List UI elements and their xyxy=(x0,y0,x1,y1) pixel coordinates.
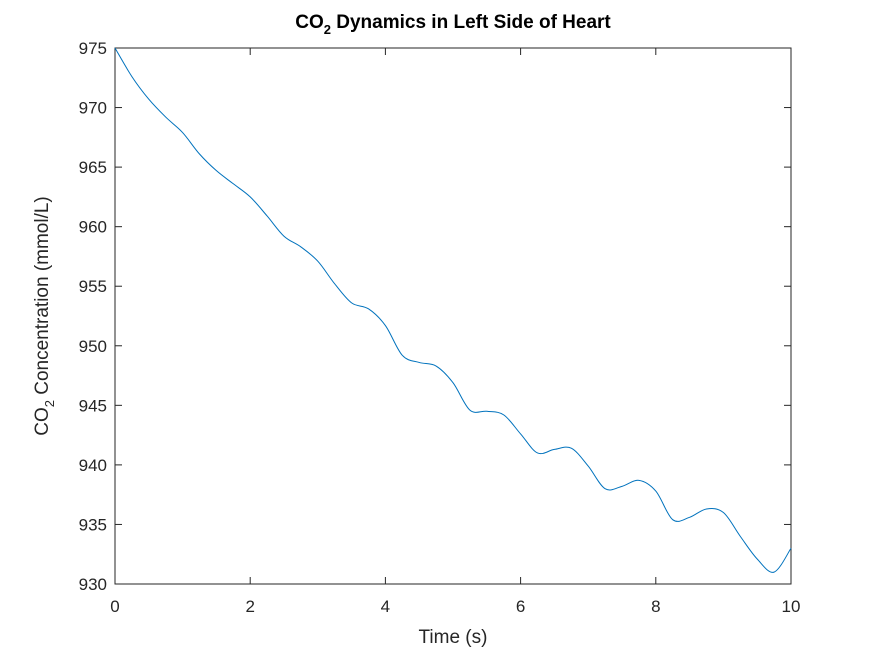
y-tick-label: 950 xyxy=(79,337,107,356)
y-tick-label: 965 xyxy=(79,158,107,177)
y-tick-label: 960 xyxy=(79,218,107,237)
y-tick-label: 930 xyxy=(79,575,107,594)
y-tick-label: 975 xyxy=(79,39,107,58)
y-tick-label: 970 xyxy=(79,99,107,118)
series-line-co2 xyxy=(114,47,792,573)
x-tick-label: 6 xyxy=(516,597,525,616)
y-axis-ticks: 930 935 940 945 950 955 960 965 970 975 xyxy=(79,39,791,594)
y-tick-label: 935 xyxy=(79,515,107,534)
x-tick-label: 10 xyxy=(782,597,801,616)
x-tick-label: 0 xyxy=(110,597,119,616)
x-axis-label: Time (s) xyxy=(419,627,488,648)
y-tick-label: 940 xyxy=(79,456,107,475)
chart-title: CO2 Dynamics in Left Side of Heart xyxy=(295,12,611,37)
plot-area xyxy=(114,47,792,585)
y-axis-label: CO2 Concentration (mmol/L) xyxy=(32,196,57,436)
y-tick-label: 955 xyxy=(79,277,107,296)
y-tick-label: 945 xyxy=(79,396,107,415)
x-axis-ticks: 0 2 4 6 8 10 xyxy=(110,48,800,616)
x-tick-label: 8 xyxy=(651,597,660,616)
x-tick-label: 2 xyxy=(245,597,254,616)
x-tick-label: 4 xyxy=(381,597,390,616)
